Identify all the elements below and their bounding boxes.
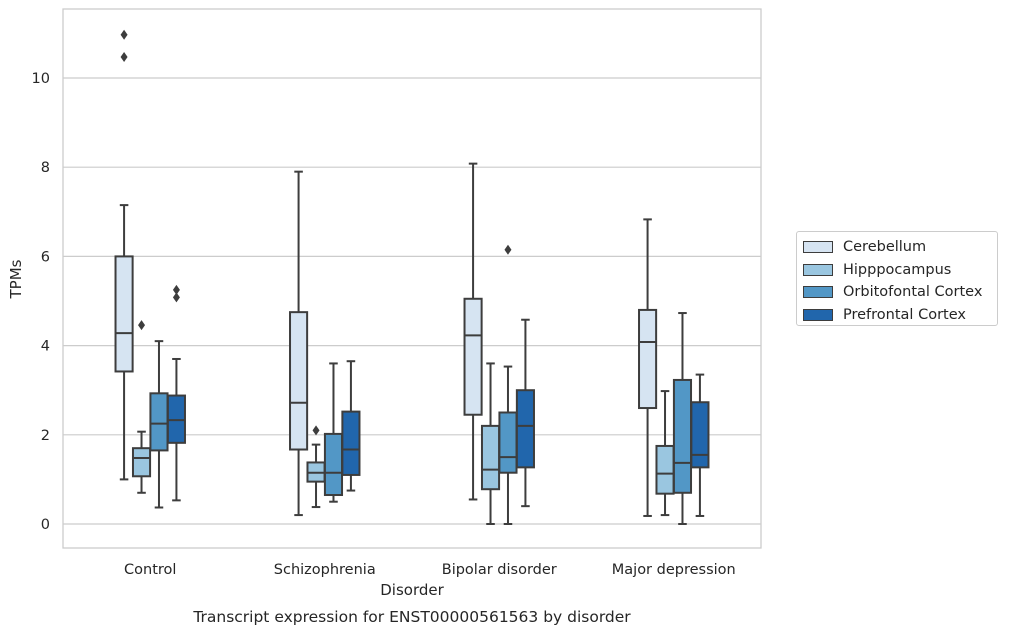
outlier-point xyxy=(172,284,180,295)
box-body xyxy=(114,255,134,373)
legend-item: Hipppocampus xyxy=(803,259,997,282)
legend-label: Orbitofontal Cortex xyxy=(843,284,983,301)
box-cerebellum xyxy=(638,218,658,517)
box-cerebellum xyxy=(114,29,134,481)
y-tick-label: 6 xyxy=(41,249,50,265)
legend-swatch xyxy=(803,308,833,321)
outlier-point xyxy=(312,425,320,436)
outlier-point xyxy=(120,52,128,63)
y-tick-label: 2 xyxy=(41,428,50,444)
box-body xyxy=(289,311,309,451)
legend-swatch xyxy=(803,286,833,299)
legend-item: Orbitofontal Cortex xyxy=(803,281,997,304)
outlier-point xyxy=(138,320,146,331)
x-tick-label: Schizophrenia xyxy=(274,562,376,578)
box-body xyxy=(131,447,152,478)
box-body xyxy=(323,432,344,497)
outlier-point xyxy=(504,244,512,255)
box-body xyxy=(498,411,518,474)
legend-swatch xyxy=(803,263,833,276)
box-prefrontal-cortex xyxy=(341,360,361,492)
legend-item: Prefrontal Cortex xyxy=(803,304,997,327)
box-orbitofontal-cortex xyxy=(149,340,169,509)
box-body xyxy=(515,389,535,469)
box-prefrontal-cortex xyxy=(690,373,710,517)
x-axis-label: Disorder xyxy=(380,581,444,599)
box-hipppocampus xyxy=(131,320,152,494)
x-tick-label: Control xyxy=(124,562,176,578)
legend-label: Prefrontal Cortex xyxy=(843,306,966,323)
box-body xyxy=(149,392,169,452)
axis-ticks: 0 2 4 6 8 10 Control Schizophrenia Bipolar disor… xyxy=(32,71,736,578)
outlier-point xyxy=(172,292,180,303)
box-orbitofontal-cortex xyxy=(323,362,344,503)
box-hipppocampus xyxy=(306,425,326,509)
box-orbitofontal-cortex xyxy=(498,244,518,525)
box-cerebellum xyxy=(289,170,309,517)
y-tick-label: 4 xyxy=(41,339,50,355)
box-body xyxy=(638,308,658,410)
legend: Cerebellum Hipppocampus Orbitofontal Corte… xyxy=(796,231,998,326)
box-body xyxy=(672,378,693,494)
box-body xyxy=(480,424,501,491)
box-prefrontal-cortex xyxy=(166,284,186,502)
y-tick-label: 10 xyxy=(32,71,50,87)
x-tick-label: Major depression xyxy=(612,562,736,578)
legend-label: Hipppocampus xyxy=(843,261,952,278)
box-hipppocampus xyxy=(655,390,675,517)
y-tick-label: 8 xyxy=(41,160,50,176)
legend-item: Cerebellum xyxy=(803,236,997,259)
legend-label: Cerebellum xyxy=(843,239,927,256)
x-tick-label: Bipolar disorder xyxy=(442,562,557,578)
box-body xyxy=(690,401,710,469)
box-body xyxy=(655,444,675,495)
box-prefrontal-cortex xyxy=(515,318,535,508)
outlier-point xyxy=(120,29,128,40)
box-body xyxy=(341,410,361,476)
box-plot-marks xyxy=(114,29,710,525)
plot-frame xyxy=(62,8,762,549)
y-tick-label: 0 xyxy=(41,517,50,533)
box-orbitofontal-cortex xyxy=(672,312,693,525)
box-body xyxy=(463,297,483,416)
box-hipppocampus xyxy=(480,362,501,525)
y-axis-label: TPMs xyxy=(7,259,25,299)
box-cerebellum xyxy=(463,162,483,501)
chart-caption: Transcript expression for ENST0000056156… xyxy=(192,608,631,626)
legend-swatch xyxy=(803,241,833,254)
